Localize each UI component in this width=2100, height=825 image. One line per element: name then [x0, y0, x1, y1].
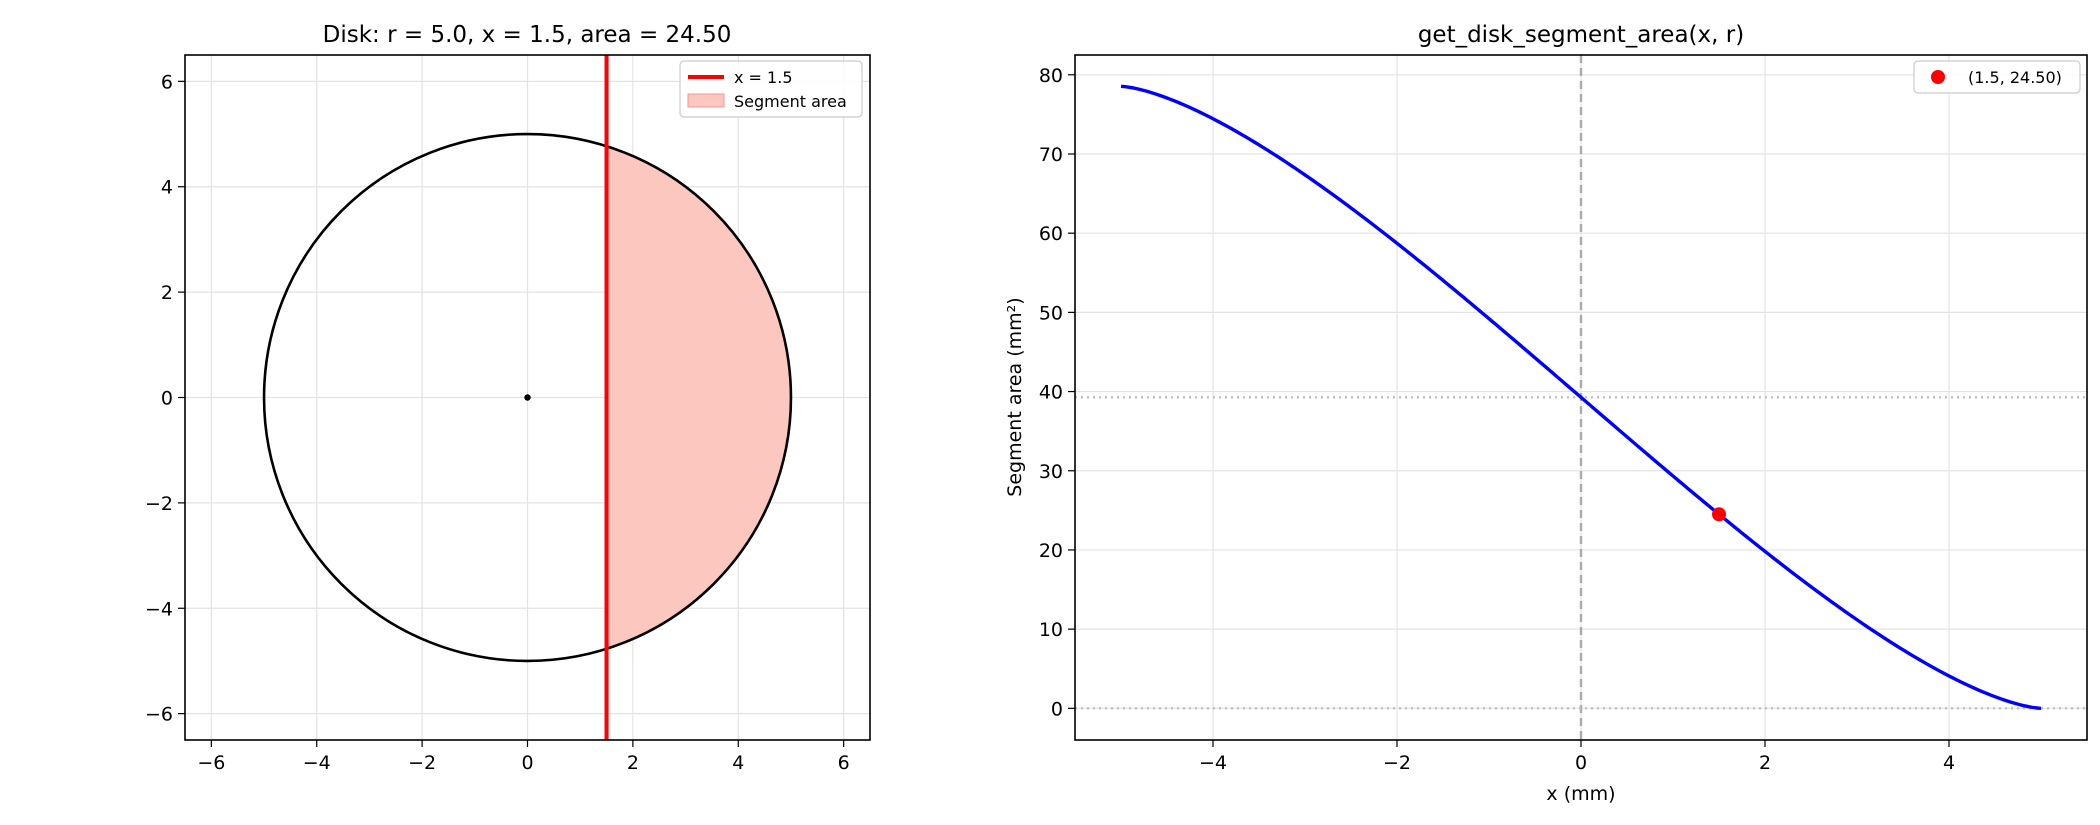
- disk-xtick-label-3: 0: [521, 752, 533, 774]
- segment-area-chart-xlabel: x (mm): [1546, 783, 1615, 805]
- segment-area-chart: get_disk_segment_area(x, r) −4 −2 0 2 401020…: [1004, 22, 2088, 805]
- area-xtick-label-2: 0: [1575, 752, 1587, 774]
- area-ytick-label-2: 20: [1039, 540, 1063, 562]
- area-legend-box: [1913, 60, 2081, 94]
- segment-area-curve: [1120, 84, 2042, 711]
- highlight-point: [1712, 507, 1726, 522]
- disk-legend-label-1: Segment area: [734, 92, 847, 111]
- area-xtick-label-0: −4: [1199, 752, 1227, 774]
- area-ytick-label-1: 10: [1039, 619, 1063, 641]
- area-ytick-label-8: 80: [1039, 65, 1063, 87]
- disk-legend-swatch-1: [687, 93, 725, 108]
- disk-legend-box: [679, 60, 863, 118]
- disk-xtick-label-6: 6: [838, 752, 850, 774]
- area-xtick-label-1: −2: [1383, 752, 1411, 774]
- disk-center-point: [524, 394, 531, 401]
- segment-area-chart-title: get_disk_segment_area(x, r): [1418, 22, 1744, 48]
- disk-xtick-label-0: −6: [197, 752, 225, 774]
- area-xtick-label-4: 4: [1943, 752, 1955, 774]
- disk-legend-label-0: x = 1.5: [734, 68, 793, 87]
- disk-ytick-label-5: 4: [161, 177, 173, 199]
- disk-ytick-label-2: −2: [145, 493, 173, 515]
- segment-area-chart-plot-area: [1075, 55, 2087, 740]
- area-ytick-label-3: 30: [1039, 461, 1063, 483]
- disk-ytick-label-4: 2: [161, 282, 173, 304]
- disk-ytick-label-1: −4: [145, 598, 173, 620]
- segment-area-chart-ylabel: Segment area (mm²): [1004, 297, 1026, 496]
- disk-xtick-label-4: 2: [627, 752, 639, 774]
- disk-xtick-label-5: 4: [732, 752, 744, 774]
- area-ytick-label-7: 70: [1039, 144, 1063, 166]
- disk-chart-title: Disk: r = 5.0, x = 1.5, area = 24.50: [323, 22, 732, 48]
- area-xtick-label-3: 2: [1759, 752, 1771, 774]
- disk-chart-ticks: −6 −4 −2 0 2 4 6 −6 −4 −2 0 2 4 6: [145, 71, 850, 774]
- disk-circle: [262, 132, 793, 663]
- disk-ytick-label-3: 0: [161, 388, 173, 410]
- area-legend-label: (1.5, 24.50): [1968, 68, 2062, 87]
- disk-ytick-label-6: 6: [161, 71, 173, 93]
- area-ytick-label-0: 0: [1051, 698, 1063, 720]
- disk-chart-plot-area: [262, 55, 793, 740]
- area-ytick-label-5: 50: [1039, 302, 1063, 324]
- segment-area-fill: [606, 146, 791, 649]
- disk-chart-legend: x = 1.5 Segment area: [679, 60, 863, 118]
- area-ytick-label-6: 60: [1039, 223, 1063, 245]
- disk-ytick-label-0: −6: [145, 704, 173, 726]
- area-ytick-label-4: 40: [1039, 382, 1063, 404]
- disk-chart: Disk: r = 5.0, x = 1.5, area = 24.50 −6−…: [145, 22, 871, 774]
- area-legend-marker: [1931, 70, 1945, 84]
- disk-xtick-label-1: −4: [303, 752, 331, 774]
- segment-area-chart-legend: (1.5, 24.50): [1913, 60, 2081, 94]
- disk-xtick-label-2: −2: [408, 752, 436, 774]
